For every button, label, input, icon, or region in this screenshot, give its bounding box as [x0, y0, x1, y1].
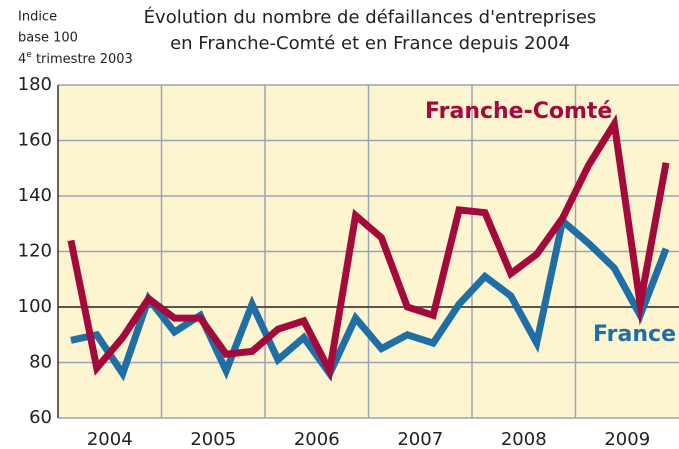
series-line [70, 214, 670, 382]
y-tick-label: 80 [29, 352, 52, 373]
note-part: trimestre 2003 [32, 52, 133, 67]
note: 4e trimestre 2003 [18, 50, 133, 67]
y-tick-label: 100 [18, 296, 52, 317]
x-tick-label: 2005 [190, 429, 236, 449]
y-tick-label: 160 [18, 130, 52, 151]
x-tick-label: 2007 [397, 429, 443, 449]
note-part: 4 [18, 52, 26, 67]
chart-title: en Franche-Comté et en France depuis 200… [170, 33, 570, 54]
chart-title: Évolution du nombre de défaillances d'en… [144, 6, 597, 28]
note: Indice [18, 10, 57, 25]
note-part: e [26, 50, 32, 60]
x-tick-label: 2006 [294, 429, 340, 449]
x-tick-label: 2008 [501, 429, 547, 449]
y-tick-label: 140 [18, 185, 52, 206]
y-tick-label: 120 [18, 241, 52, 262]
series-label: Franche-Comté [425, 99, 612, 124]
y-tick-label: 60 [29, 407, 52, 428]
x-tick-label: 2004 [87, 429, 133, 449]
y-tick-label: 180 [18, 74, 52, 95]
note: base 100 [18, 31, 78, 46]
series-line [67, 113, 670, 382]
series-label: France [593, 322, 676, 347]
x-tick-label: 2009 [604, 429, 650, 449]
